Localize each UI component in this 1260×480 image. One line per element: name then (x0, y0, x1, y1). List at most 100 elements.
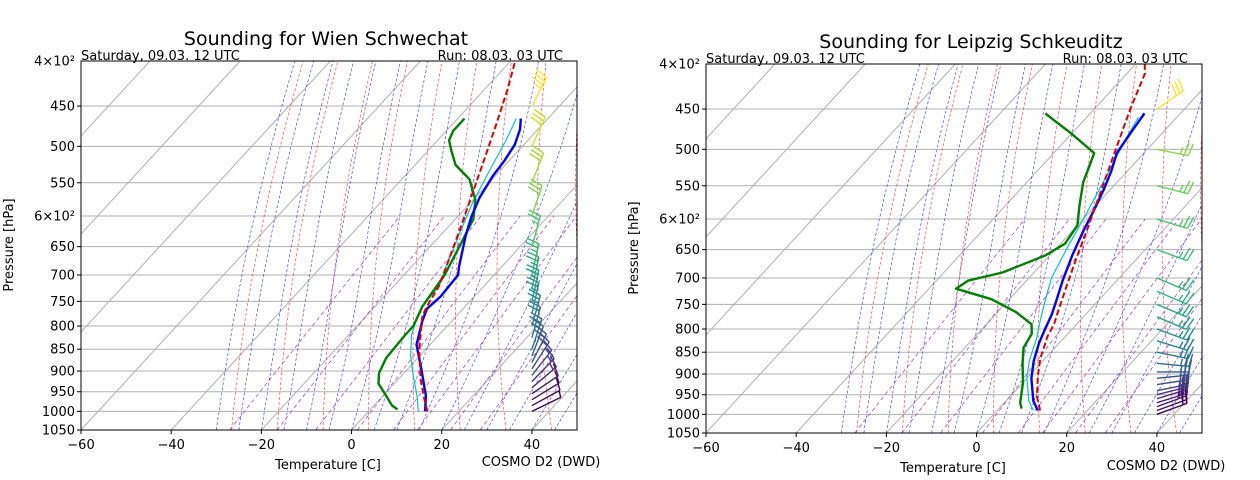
mixing-ratio-line (417, 215, 577, 430)
moist-adiabat (1179, 395, 1202, 433)
y-tick-label: 750 (675, 298, 700, 313)
temperature-profile (415, 118, 522, 412)
sounding-plot-wien: 450 500 550 650 700 750 800 850 900 950 1000 1050 4×… (34, 55, 1238, 453)
x-tick-label: −20 (248, 438, 275, 453)
moist-adiabat (931, 64, 1002, 433)
moist-adiabat (261, 61, 334, 430)
dry-adiabat (1121, 64, 1137, 433)
mixing-ratio-line (450, 256, 577, 430)
wind-barb (1156, 353, 1194, 368)
moist-adiabat (306, 61, 377, 430)
moist-adiabat (841, 64, 921, 433)
dry-adiabat (496, 61, 512, 430)
wind-barb (1156, 180, 1195, 195)
dewpoint-profile (954, 112, 1096, 409)
cape-area (416, 306, 427, 352)
moist-adiabat (283, 61, 354, 430)
y-tick-label: 800 (50, 320, 75, 335)
parcel-profile (1036, 64, 1146, 411)
x-tick-label: 40 (1149, 441, 1166, 456)
wind-barb (1156, 316, 1195, 330)
isotherm-gridline (1156, 383, 1202, 433)
wind-barb (531, 347, 555, 383)
plot-frame (705, 63, 1203, 434)
parcel-profile (418, 61, 517, 412)
dry-adiabat (902, 64, 964, 433)
moist-adiabat (396, 61, 497, 430)
isotherm-gridline (81, 61, 421, 430)
dry-adiabat (1067, 61, 1238, 430)
y-tick-label: 550 (50, 176, 75, 191)
wind-barb (527, 209, 542, 247)
wind-barb (525, 237, 540, 276)
y-tick-label: 900 (50, 365, 75, 380)
y-tick-label: 850 (50, 343, 75, 358)
y-minor-label: 6×10² (34, 210, 75, 225)
x-tick-label: 40 (524, 438, 541, 453)
dry-adiabat (455, 61, 478, 430)
mixing-ratio-line (1042, 218, 1202, 433)
dry-adiabat (824, 61, 918, 430)
isotherm-gridline (706, 64, 776, 140)
wind-barb (531, 363, 559, 395)
wind-barb (1156, 277, 1195, 292)
mixing-ratio-line (315, 215, 482, 430)
y-axis-label-2: Pressure [hPa] (627, 201, 642, 294)
wind-barb (531, 68, 548, 107)
x-tick-label: 0 (347, 438, 355, 453)
isotherm-gridline (622, 61, 961, 430)
run-label-1: Run: 08.03. 03 UTC (438, 49, 563, 64)
dewpoint-profile (377, 117, 477, 411)
y-tick-label: 1050 (667, 427, 700, 442)
isotherm-gridline (81, 61, 151, 137)
dry-adiabat (1037, 64, 1068, 433)
mixing-ratio-line (1075, 259, 1202, 433)
isotherm-gridline (706, 64, 866, 238)
mixing-ratio-line (276, 215, 445, 430)
y-axis-label-1: Pressure [hPa] (2, 198, 17, 291)
y-tick-label: 700 (675, 271, 700, 286)
wind-barb (531, 355, 557, 389)
isotherm-gridline (1066, 285, 1202, 433)
x-tick-label: −60 (692, 441, 719, 456)
isotherm-gridline (706, 64, 956, 336)
x-axis-label-2: Temperature [C] (899, 461, 1006, 476)
moist-adiabat (464, 200, 577, 430)
isotherm-gridline (351, 184, 577, 430)
y-tick-label: 750 (50, 295, 75, 310)
moist-adiabat (238, 61, 314, 430)
wind-barb (530, 108, 546, 147)
dry-adiabat (893, 61, 1009, 430)
dry-adiabat (856, 64, 929, 433)
mixing-ratio-line (901, 218, 1070, 433)
moist-adiabat (863, 64, 939, 433)
mixing-ratio-line (1104, 298, 1202, 433)
x-tick-label: −40 (157, 438, 184, 453)
dry-adiabat (575, 116, 577, 255)
y-tick-label: 1000 (42, 405, 75, 420)
moist-adiabat (1043, 64, 1164, 433)
y-tick-label: 900 (675, 368, 700, 383)
moist-adiabat (886, 64, 959, 433)
wind-barb (1156, 303, 1195, 318)
isotherm-gridline (1247, 64, 1260, 433)
wind-barb (1156, 337, 1195, 351)
moist-adiabat (486, 263, 577, 430)
y-tick-label: 800 (675, 323, 700, 338)
y-tick-label: 1000 (667, 408, 700, 423)
x-tick-label: 0 (972, 441, 980, 456)
dry-adiabat (997, 61, 1146, 430)
moist-adiabat (418, 61, 539, 430)
wind-barb (1156, 78, 1184, 110)
moist-adiabat (1156, 356, 1202, 433)
wind-barb (1156, 142, 1195, 157)
moist-adiabat (908, 64, 979, 433)
plot-area (706, 64, 1260, 433)
isotherm-gridline (706, 64, 1046, 433)
wind-barb (531, 390, 562, 412)
moist-adiabat (328, 61, 401, 430)
y-tick-label: 450 (675, 103, 700, 118)
y-minor-label: 6×10² (659, 213, 700, 228)
isotherm-gridline (441, 282, 577, 430)
